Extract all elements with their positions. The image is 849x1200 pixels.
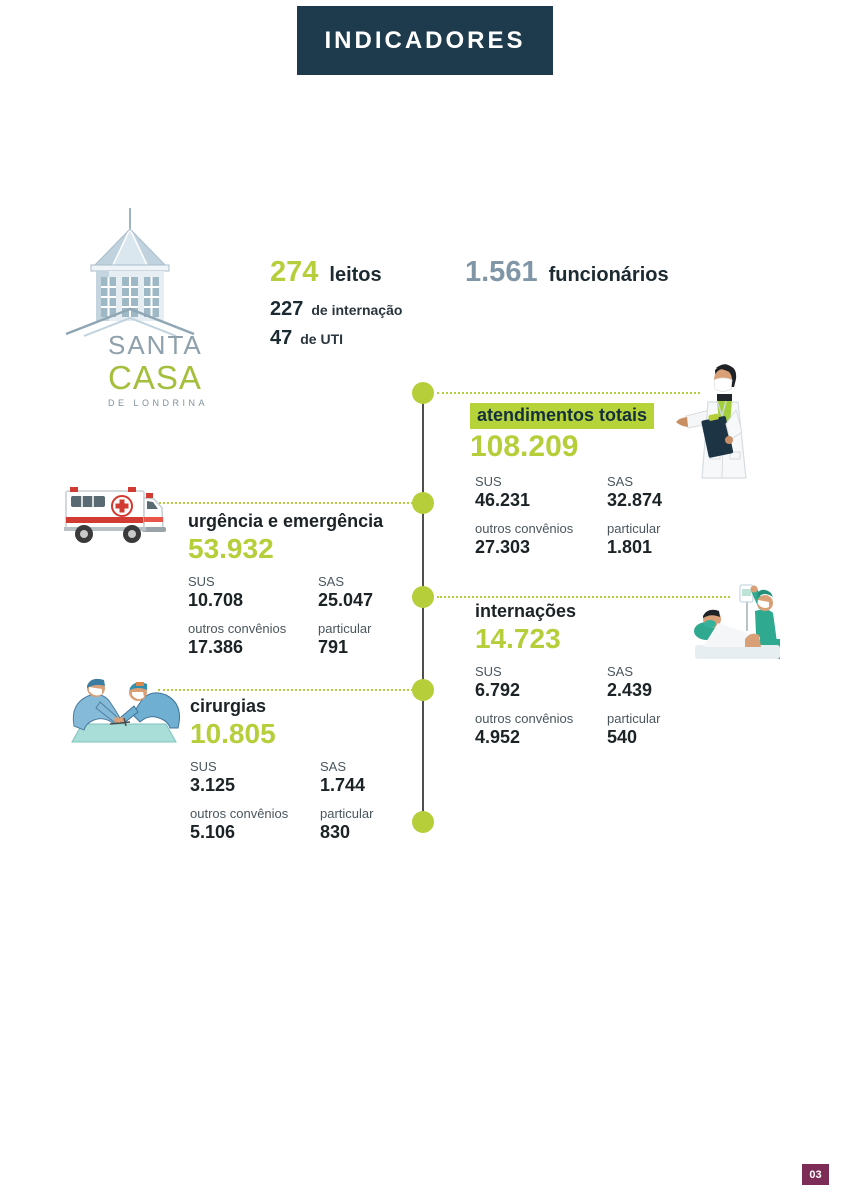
page-number: 03 [809, 1168, 822, 1181]
section-atendimentos-totais: atendimentos totais 108.209 SUS 46.231 S… [470, 403, 800, 558]
section-total: 10.805 [190, 718, 276, 749]
stat-sas: SAS 25.047 [318, 574, 374, 611]
stat-particular: particular 830 [320, 806, 374, 843]
page-header: INDICADORES [297, 6, 553, 75]
logo-de-londrina: DE LONDRINA [108, 397, 209, 408]
staff-summary: 1.561 funcionários [465, 256, 669, 289]
connector-internacoes [437, 596, 730, 598]
stat-sas: SAS 2.439 [607, 664, 653, 701]
stat-sas: SAS 1.744 [320, 759, 366, 796]
stat-sas: SAS 32.874 [607, 473, 663, 510]
staff-label: funcionários [548, 264, 669, 286]
beds-uti-label: de UTI [300, 331, 344, 347]
connector-urgencia [143, 502, 413, 504]
logo-casa: CASA [108, 358, 202, 396]
stat-outros-convenios: outros convênios 27.303 [475, 520, 574, 557]
santa-casa-tower-icon [60, 203, 200, 338]
logo-santa: SANTA [108, 330, 203, 360]
page-title: INDICADORES [324, 26, 526, 54]
stat-sus: SUS 10.708 [188, 574, 244, 611]
section-title: atendimentos totais [470, 403, 655, 429]
stat-sus: SUS 46.231 [475, 473, 531, 510]
doctor-clipboard-icon [672, 360, 772, 482]
section-total: 108.209 [470, 430, 579, 463]
section-internacoes: internações 14.723 SUS 6.792 SAS 2.439 o… [475, 601, 775, 748]
stat-sus: SUS 3.125 [190, 759, 236, 796]
section-total: 14.723 [475, 623, 561, 654]
section-title: cirurgias [190, 696, 267, 716]
beds-internacao-label: de internação [311, 302, 403, 318]
beds-label: leitos [329, 264, 382, 286]
staff-value: 1.561 [465, 256, 538, 288]
stat-sus: SUS 6.792 [475, 664, 521, 701]
beds-summary: 274 leitos 227 de internação 47 de UTI [270, 256, 402, 350]
stat-outros-convenios: outros convênios 5.106 [190, 806, 289, 843]
timeline-dot-2 [412, 492, 434, 514]
section-title: urgência e emergência [188, 511, 384, 531]
stat-outros-convenios: outros convênios 4.952 [475, 711, 574, 748]
section-urgencia-emergencia: urgência e emergência 53.932 SUS 10.708 … [188, 511, 428, 658]
ambulance-icon [62, 484, 172, 546]
section-total: 53.932 [188, 533, 274, 564]
stat-particular: particular 791 [318, 621, 372, 658]
santa-casa-logo: SANTA CASA DE LONDRINA [108, 331, 238, 408]
stat-particular: particular 1.801 [607, 520, 661, 557]
timeline-dot-3 [412, 586, 434, 608]
beds-internacao-value: 227 [270, 298, 304, 320]
section-cirurgias: cirurgias 10.805 SUS 3.125 SAS 1.744 out… [190, 696, 430, 843]
beds-uti-value: 47 [270, 327, 293, 349]
timeline-dot-1 [412, 382, 434, 404]
beds-value: 274 [270, 256, 319, 288]
patient-iv-icon [685, 583, 785, 673]
timeline-dot-4 [412, 679, 434, 701]
connector-atendimentos [437, 392, 700, 394]
connector-cirurgias [158, 689, 413, 691]
timeline-dot-5 [412, 811, 434, 833]
page-number-badge: 03 [802, 1164, 829, 1185]
stat-outros-convenios: outros convênios 17.386 [188, 621, 287, 658]
surgery-team-icon [66, 674, 184, 748]
stat-particular: particular 540 [607, 711, 661, 748]
section-title: internações [475, 601, 577, 621]
